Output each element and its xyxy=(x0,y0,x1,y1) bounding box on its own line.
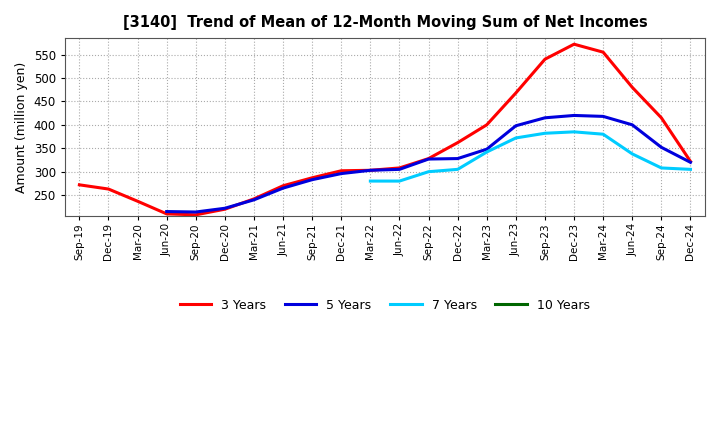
3 Years xyxy=(308,175,317,180)
3 Years xyxy=(541,57,549,62)
3 Years xyxy=(424,156,433,161)
5 Years xyxy=(541,115,549,121)
3 Years xyxy=(570,41,578,47)
Line: 5 Years: 5 Years xyxy=(166,115,690,212)
5 Years xyxy=(279,186,287,191)
3 Years xyxy=(133,198,142,204)
7 Years xyxy=(424,169,433,174)
3 Years xyxy=(104,187,113,192)
5 Years xyxy=(482,147,491,152)
Y-axis label: Amount (million yen): Amount (million yen) xyxy=(15,62,28,193)
3 Years xyxy=(454,140,462,145)
5 Years xyxy=(628,122,636,128)
3 Years xyxy=(162,211,171,216)
3 Years xyxy=(279,183,287,188)
5 Years xyxy=(424,156,433,161)
3 Years xyxy=(511,90,520,95)
7 Years xyxy=(482,149,491,154)
3 Years xyxy=(75,182,84,187)
3 Years xyxy=(657,115,666,121)
5 Years xyxy=(250,197,258,202)
5 Years xyxy=(395,167,404,172)
5 Years xyxy=(308,177,317,182)
7 Years xyxy=(657,165,666,171)
5 Years xyxy=(192,209,200,215)
5 Years xyxy=(337,171,346,176)
3 Years xyxy=(628,84,636,90)
7 Years xyxy=(511,136,520,141)
3 Years xyxy=(395,165,404,171)
5 Years xyxy=(570,113,578,118)
5 Years xyxy=(220,205,229,211)
5 Years xyxy=(366,168,374,173)
5 Years xyxy=(686,160,695,165)
7 Years xyxy=(454,167,462,172)
7 Years xyxy=(541,131,549,136)
3 Years xyxy=(686,159,695,164)
3 Years xyxy=(250,196,258,202)
3 Years xyxy=(337,168,346,173)
7 Years xyxy=(395,179,404,184)
7 Years xyxy=(570,129,578,135)
Line: 3 Years: 3 Years xyxy=(79,44,690,215)
5 Years xyxy=(454,156,462,161)
5 Years xyxy=(511,123,520,128)
3 Years xyxy=(220,206,229,212)
3 Years xyxy=(192,212,200,217)
7 Years xyxy=(366,179,374,184)
Line: 7 Years: 7 Years xyxy=(370,132,690,181)
3 Years xyxy=(599,50,608,55)
7 Years xyxy=(628,151,636,157)
7 Years xyxy=(599,132,608,137)
Title: [3140]  Trend of Mean of 12-Month Moving Sum of Net Incomes: [3140] Trend of Mean of 12-Month Moving … xyxy=(122,15,647,30)
5 Years xyxy=(599,114,608,119)
Legend: 3 Years, 5 Years, 7 Years, 10 Years: 3 Years, 5 Years, 7 Years, 10 Years xyxy=(175,294,595,317)
7 Years xyxy=(686,167,695,172)
5 Years xyxy=(657,145,666,150)
3 Years xyxy=(482,122,491,128)
5 Years xyxy=(162,209,171,214)
3 Years xyxy=(366,168,374,173)
